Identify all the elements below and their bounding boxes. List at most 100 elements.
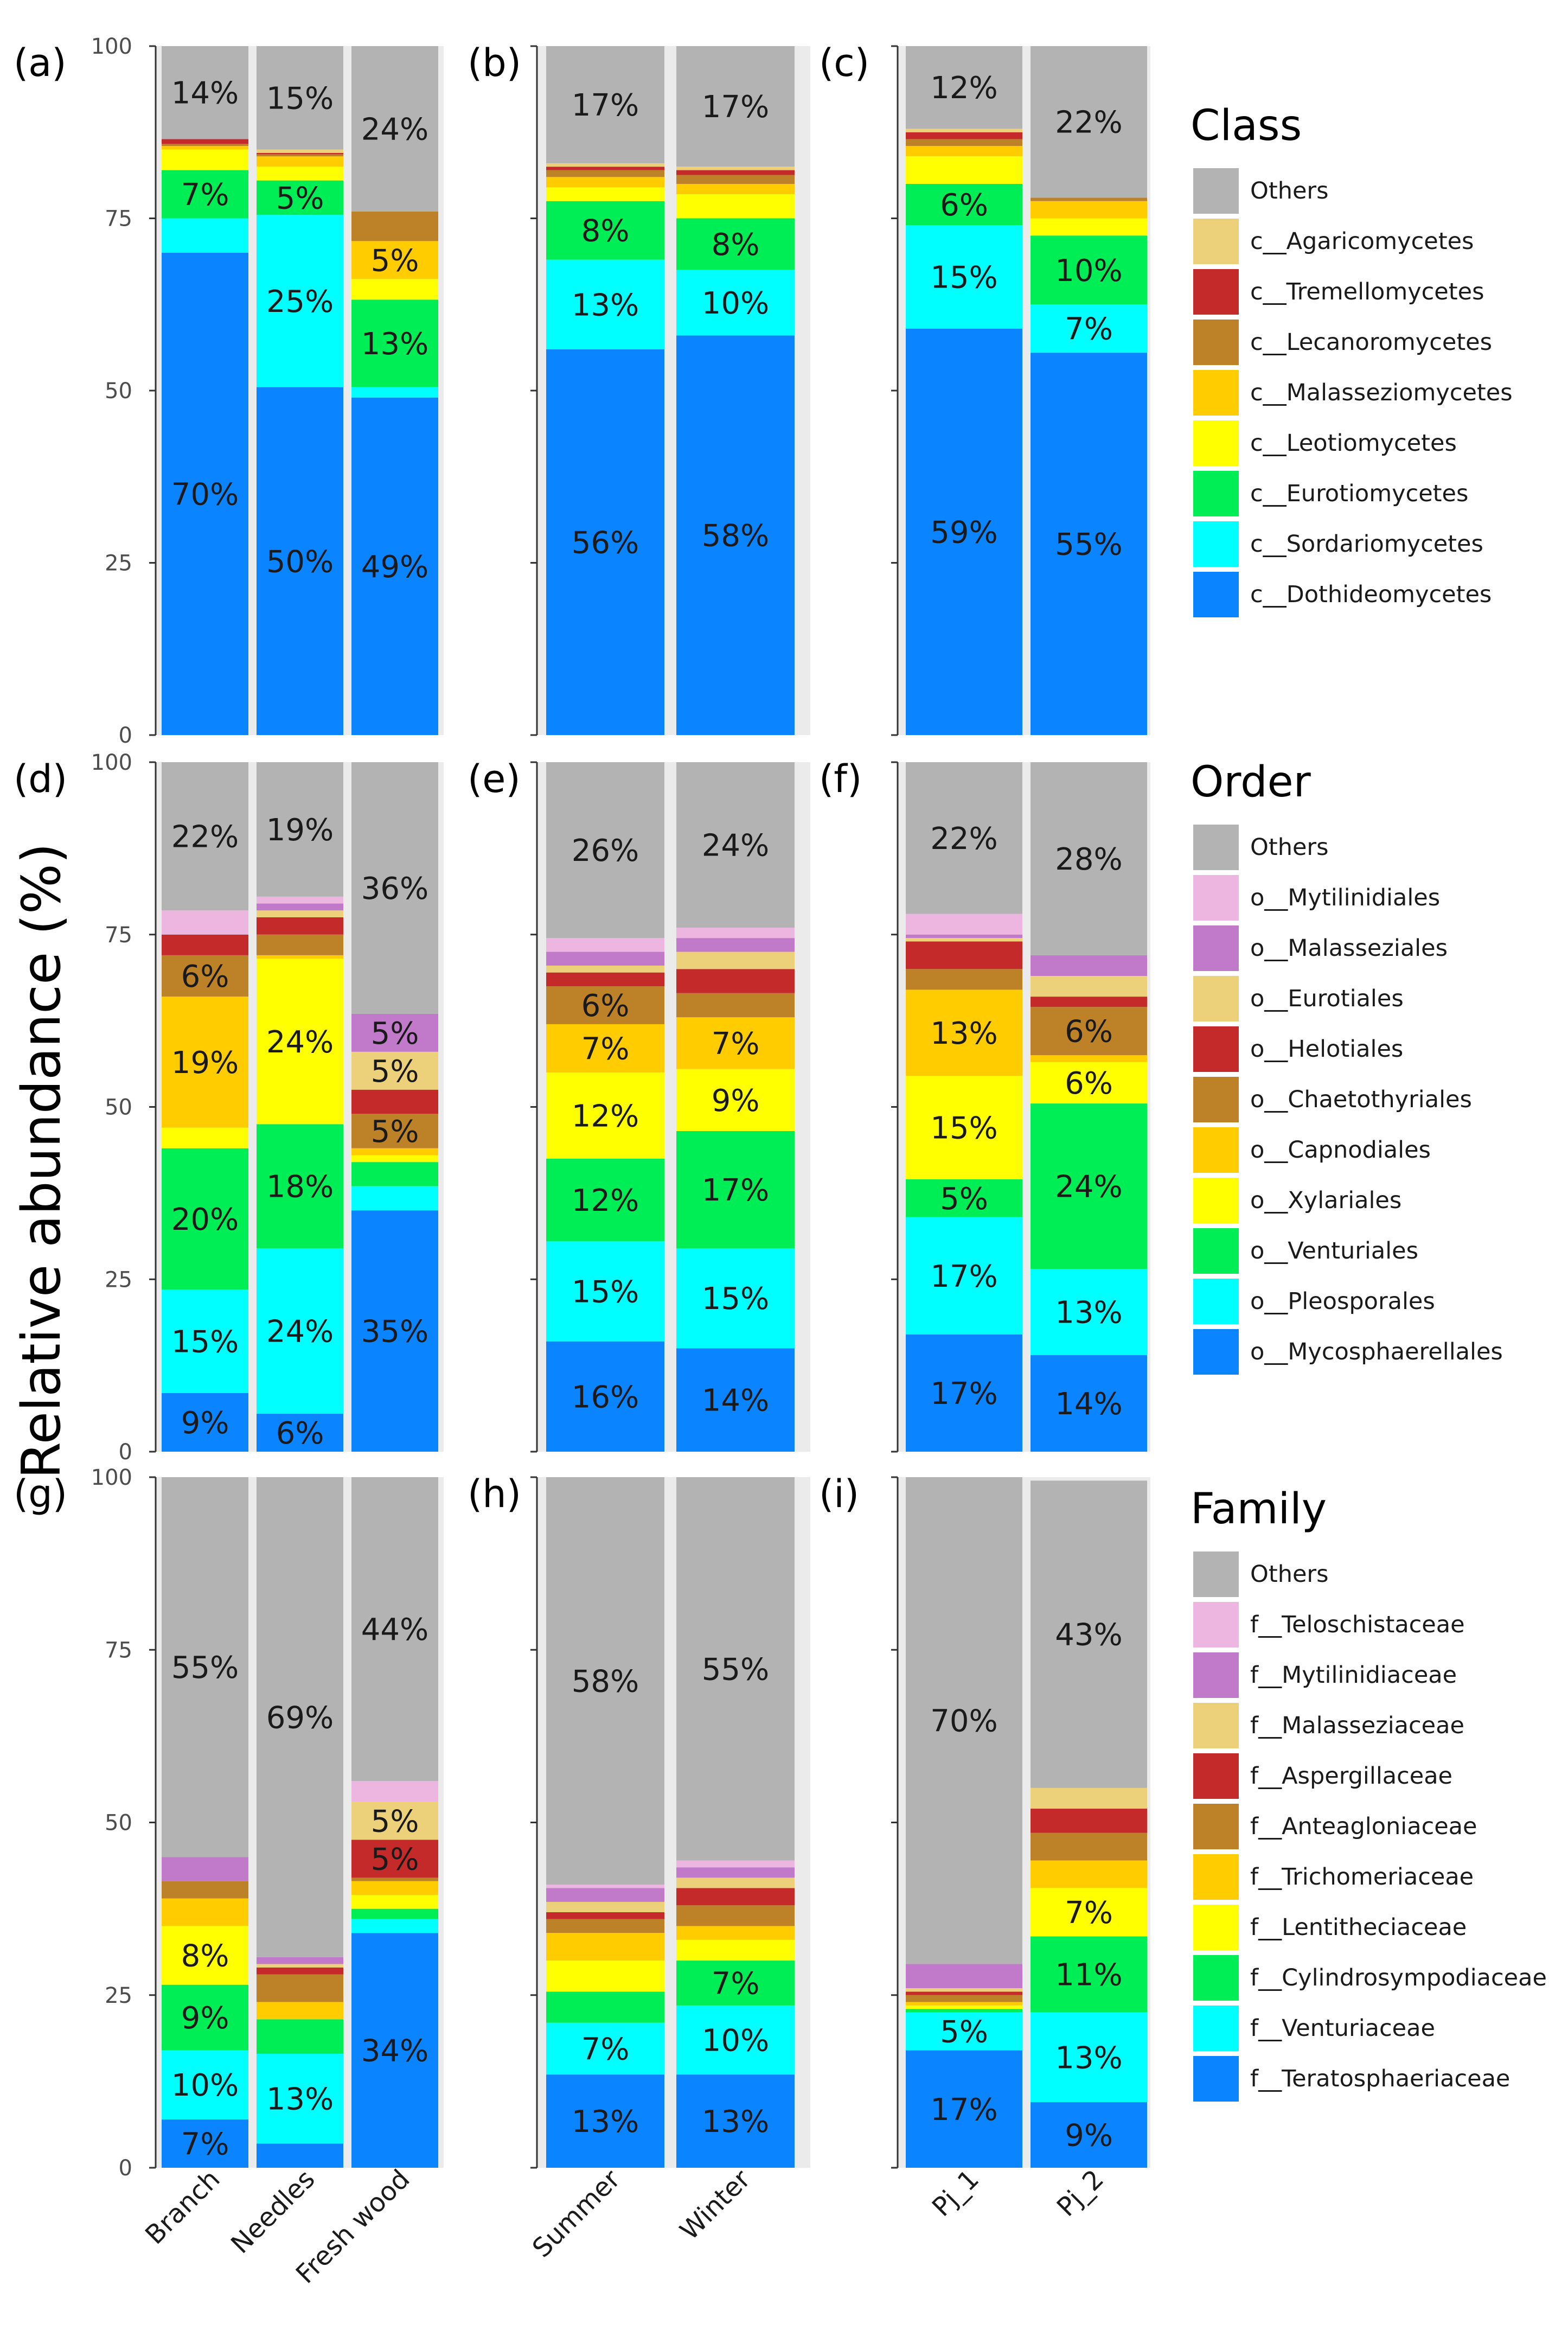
bar-segment: [676, 1939, 795, 1961]
bar-segment: [546, 1477, 664, 1885]
bar-segment: [906, 938, 1022, 942]
data-label: 6%: [1065, 1014, 1113, 1050]
bar-pj_1: 17% 17% 5% 15% 13% 22%: [906, 762, 1022, 1452]
bar-segment: [1031, 1832, 1147, 1861]
legend-swatch: [1193, 1652, 1239, 1698]
bar-segment: [906, 1179, 1022, 1217]
data-label: 17%: [930, 1259, 997, 1294]
bar-segment: [257, 917, 343, 935]
bar-segment: [906, 989, 1022, 1076]
bar-segment: [351, 1881, 438, 1895]
data-label: 15%: [572, 1274, 639, 1310]
y-tick-label: 50: [105, 379, 132, 404]
y-tick-label: 50: [105, 1811, 132, 1836]
bar-segment: [257, 167, 343, 181]
bar-segment: [257, 959, 343, 1125]
data-label: 34%: [361, 2034, 428, 2069]
data-label: 55%: [702, 1652, 769, 1687]
bar-segment: [162, 1898, 248, 1926]
bar-segment: [906, 934, 1022, 938]
bar-segment: [906, 328, 1022, 735]
bar-segment: [546, 952, 664, 966]
legend-label: f__Cylindrosympodiaceae: [1250, 1964, 1547, 1991]
panel-b: 56% 13% 8% 17% 58% 10% 8% 17% (b): [468, 41, 810, 736]
bar-segment: [676, 335, 795, 735]
bar-segment: [906, 1991, 1022, 1995]
bar-segment: [162, 934, 248, 955]
bar-segment: [906, 2005, 1022, 2009]
y-tick-label: 50: [105, 1095, 132, 1120]
data-label: 8%: [712, 227, 760, 263]
bar-segment: [351, 1933, 438, 2168]
bar-segment: [351, 1210, 438, 1452]
data-label: 22%: [930, 821, 997, 857]
legend-swatch: [1193, 1077, 1239, 1122]
data-label: 56%: [572, 525, 639, 560]
bar-pj_2: 9% 13% 11% 7% 43%: [1031, 1480, 1147, 2168]
data-label: 15%: [171, 1325, 239, 1360]
bar-segment: [351, 1162, 438, 1186]
bar-needles: 50% 25% 5% 15%: [257, 46, 343, 735]
bar-segment: [162, 1926, 248, 1985]
data-label: 7%: [712, 1026, 760, 1062]
bar-segment: [1031, 353, 1147, 735]
bar-segment: [676, 167, 795, 170]
y-tick-label: 25: [105, 551, 132, 576]
legend-swatch: [1193, 1905, 1239, 1950]
bar-segment: [257, 154, 343, 157]
bar-segment: [546, 1933, 664, 1961]
legend-swatch: [1193, 1329, 1239, 1375]
data-label: 17%: [702, 90, 769, 125]
bar-segment: [546, 1072, 664, 1159]
legend-label: o__Chaetothyriales: [1250, 1086, 1472, 1113]
bar-segment: [906, 1076, 1022, 1179]
data-label: 9%: [712, 1083, 760, 1119]
bar-segment: [906, 225, 1022, 329]
bar-segment: [546, 1961, 664, 1992]
panel-d: 0 25 50 75 100 9% 15% 20% 19% 6% 22% 6% 24% 18% 24% 19%…: [14, 750, 444, 1465]
bar-segment: [257, 2002, 343, 2020]
legend-label: f__Lentitheciaceae: [1250, 1914, 1467, 1941]
legend-label: c__Lecanoromycetes: [1250, 329, 1492, 356]
data-label: 9%: [181, 2001, 229, 2036]
bar-segment: [546, 1341, 664, 1452]
bar-segment: [676, 1860, 795, 1868]
bar-segment: [906, 941, 1022, 969]
bar-segment: [546, 762, 664, 938]
bar-segment: [257, 2019, 343, 2054]
bar-segment: [162, 253, 248, 735]
data-label: 15%: [930, 1111, 997, 1146]
bar-segment: [546, 1912, 664, 1919]
legend-label: c__Agaricomycetes: [1250, 228, 1474, 255]
bar-segment: [162, 1984, 248, 2051]
bar-segment: [1031, 1055, 1147, 1062]
legend-swatch: [1193, 976, 1239, 1021]
legend-label: f__Teloschistaceae: [1250, 1611, 1465, 1638]
data-label: 5%: [371, 1016, 419, 1051]
legend-label: c__Leotiomycetes: [1250, 430, 1457, 457]
bar-segment: [162, 149, 248, 170]
bar-needles: 13% 69%: [257, 1477, 343, 2168]
data-label: 14%: [171, 76, 239, 111]
bar-segment: [1031, 197, 1147, 201]
bar-segment: [676, 1867, 795, 1878]
bar-segment: [1031, 235, 1147, 305]
bar-segment: [676, 2005, 795, 2075]
legend-class: Class Others c__Agaricomycetes c__Tremellom…: [1191, 101, 1513, 617]
data-label: 58%: [572, 1664, 639, 1700]
data-label: 5%: [371, 1842, 419, 1877]
bar-segment: [257, 152, 343, 155]
panel-label: (i): [819, 1472, 859, 1516]
bar-segment: [676, 1477, 795, 1861]
bar-fresh-wood: 49% 13% 5% 24%: [351, 46, 438, 735]
data-label: 10%: [1055, 253, 1122, 289]
bar-segment: [162, 139, 248, 144]
x-category-label: Summer: [527, 2164, 626, 2264]
bar-segment: [906, 1995, 1022, 2002]
bar-segment: [546, 187, 664, 201]
bar-segment: [162, 46, 248, 139]
bar-segment: [257, 934, 343, 955]
bar-segment: [676, 1348, 795, 1452]
data-label: 59%: [930, 515, 997, 550]
data-label: 24%: [266, 1025, 334, 1060]
